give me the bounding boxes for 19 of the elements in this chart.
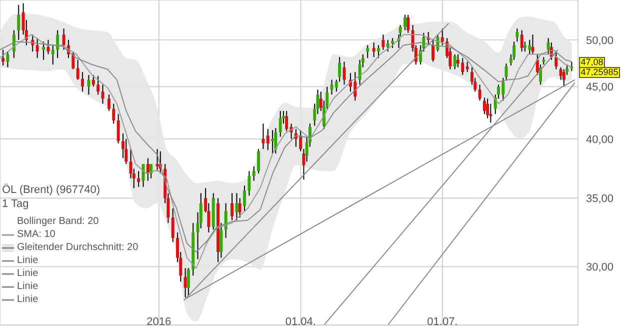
legend-label: Linie <box>17 280 38 293</box>
y-tick-label: 35,00 <box>586 193 614 206</box>
y-tick-label: 40,00 <box>586 134 614 146</box>
x-tick-label: 01.07. <box>427 316 458 326</box>
y-tick-label: 30,00 <box>586 261 614 274</box>
text: 1 Tag <box>2 197 30 211</box>
text: ÖL (Brent) (967740) <box>2 183 102 197</box>
annotation: 47,25985 <box>578 66 620 78</box>
legend-label: Linie <box>17 267 38 280</box>
legend-label: SMA: 10 <box>17 228 56 241</box>
x-tick-label: 01.04. <box>285 316 316 326</box>
legend-label: Linie <box>17 254 38 267</box>
y-tick-label: 50,00 <box>586 34 614 47</box>
annotation: Bollinger Band: 20 <box>16 215 100 228</box>
annotation: 47,08 <box>578 56 606 68</box>
x-tick-label: 2016 <box>146 316 172 326</box>
legend-label: Gleitender Durchschnitt: 20 <box>17 241 138 254</box>
legend-label: Linie <box>17 293 38 306</box>
y-tick-label: 45,00 <box>586 82 614 94</box>
